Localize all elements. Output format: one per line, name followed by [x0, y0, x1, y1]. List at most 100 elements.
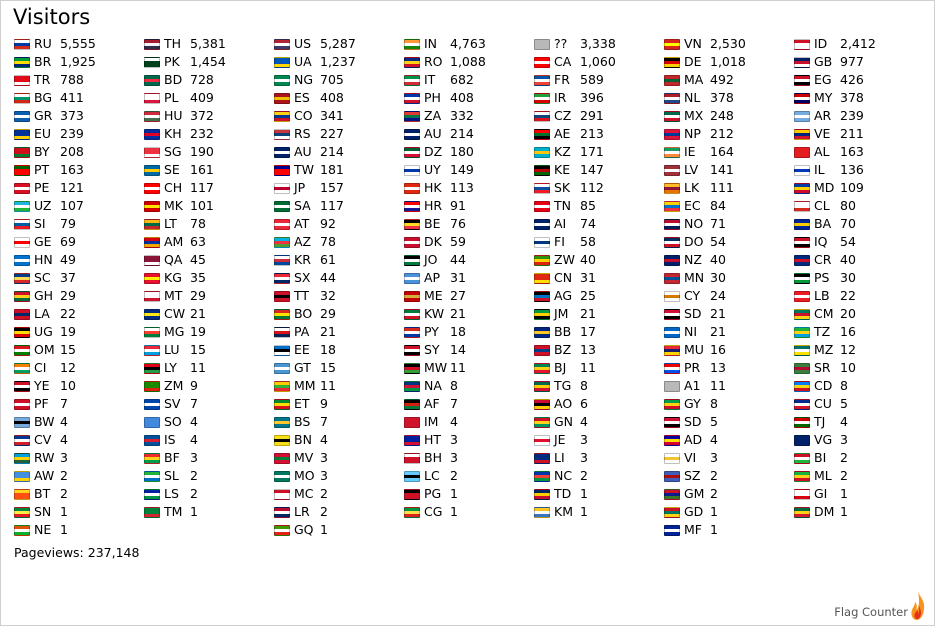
country-flag-icon	[534, 254, 550, 266]
country-flag-icon	[794, 272, 810, 284]
country-code: TJ	[814, 414, 826, 429]
country-entry: BS 7	[274, 413, 404, 431]
country-entry: GY 8	[664, 395, 794, 413]
country-flag-icon	[664, 326, 680, 338]
country-entry: LA 22	[14, 305, 144, 323]
country-flag-icon	[144, 146, 160, 158]
visitor-country-grid: RU 5,555 BR 1,925 TR 788 BG 411 GR 373 EU 239 BY 208 P…	[14, 35, 924, 539]
visitor-count: 117	[320, 198, 344, 213]
visitor-count: 2,412	[840, 36, 876, 51]
visitor-count: 6	[580, 396, 588, 411]
visitor-count: 4	[60, 414, 68, 429]
visitor-count: 40	[580, 252, 596, 267]
country-entry: BT 2	[14, 485, 144, 503]
country-code: MY	[814, 90, 833, 105]
country-flag-icon	[274, 182, 290, 194]
country-code: TD	[554, 486, 572, 501]
country-flag-icon	[794, 488, 810, 500]
country-code: PS	[814, 270, 830, 285]
country-entry: CR 40	[794, 251, 924, 269]
country-flag-icon	[404, 146, 420, 158]
country-flag-icon	[144, 380, 160, 392]
country-entry: GE 69	[14, 233, 144, 251]
visitor-count: 76	[450, 216, 466, 231]
country-code: HN	[34, 252, 53, 267]
country-flag-icon	[14, 110, 30, 122]
country-flag-icon	[404, 74, 420, 86]
country-flag-icon	[144, 326, 160, 338]
country-entry: MT 29	[144, 287, 274, 305]
country-entry: MM 11	[274, 377, 404, 395]
country-flag-icon	[14, 380, 30, 392]
country-flag-icon	[404, 290, 420, 302]
country-code: CR	[814, 252, 832, 267]
country-flag-icon	[534, 326, 550, 338]
country-code: IE	[684, 144, 696, 159]
country-code: TN	[554, 198, 571, 213]
country-flag-icon	[144, 290, 160, 302]
visitor-count: 4	[60, 432, 68, 447]
visitor-count: 35	[190, 270, 206, 285]
country-code: AP	[424, 270, 441, 285]
country-flag-icon	[404, 398, 420, 410]
visitor-count: 4,763	[450, 36, 486, 51]
country-code: ME	[424, 288, 443, 303]
country-code: ES	[294, 90, 310, 105]
visitor-count: 3	[60, 450, 68, 465]
visitor-count: 21	[710, 306, 726, 321]
visitor-count: 171	[580, 144, 604, 159]
country-flag-icon	[404, 380, 420, 392]
visitor-count: 8	[450, 378, 458, 393]
country-flag-icon	[404, 326, 420, 338]
country-code: TM	[164, 504, 183, 519]
country-code: RO	[424, 54, 443, 69]
country-code: IS	[164, 432, 176, 447]
country-code: LR	[294, 504, 310, 519]
country-code: VN	[684, 36, 702, 51]
country-entry: DK 59	[404, 233, 534, 251]
country-code: VG	[814, 432, 833, 447]
country-entry: BN 4	[274, 431, 404, 449]
visitor-count: 58	[580, 234, 596, 249]
visitor-count: 214	[320, 144, 344, 159]
country-code: EG	[814, 72, 832, 87]
country-flag-icon	[14, 344, 30, 356]
country-code: CU	[814, 396, 832, 411]
country-flag-icon	[144, 110, 160, 122]
country-entry: CD 8	[794, 377, 924, 395]
country-code: SI	[34, 216, 46, 231]
country-flag-icon	[144, 38, 160, 50]
country-code: CZ	[554, 108, 572, 123]
flag-counter-brand-link[interactable]: Flag Counter	[834, 591, 926, 621]
country-code: AE	[554, 126, 571, 141]
country-flag-icon	[14, 416, 30, 428]
country-code: IN	[424, 36, 438, 51]
visitor-count: 3,338	[580, 36, 616, 51]
country-flag-icon	[14, 524, 30, 536]
visitor-count: 163	[840, 144, 864, 159]
country-entry: TW 181	[274, 161, 404, 179]
country-flag-icon	[664, 74, 680, 86]
visitor-count: 5,381	[190, 36, 226, 51]
visitor-count: 45	[190, 252, 206, 267]
visitor-count: 8	[710, 396, 718, 411]
country-code: PG	[424, 486, 442, 501]
visitor-count: 1	[580, 486, 588, 501]
visitor-count: 136	[840, 162, 864, 177]
country-entry: BY 208	[14, 143, 144, 161]
country-entry: CU 5	[794, 395, 924, 413]
country-code: AG	[554, 288, 573, 303]
country-entry: SD 5	[664, 413, 794, 431]
visitor-count: 31	[580, 270, 596, 285]
country-flag-icon	[664, 218, 680, 230]
country-code: LI	[554, 450, 565, 465]
visitor-count: 44	[450, 252, 466, 267]
visitor-count: 4	[580, 414, 588, 429]
visitor-count: 408	[450, 90, 474, 105]
country-flag-icon	[14, 254, 30, 266]
country-entry: GI 1	[794, 485, 924, 503]
country-code: GH	[34, 288, 54, 303]
visitor-count: 3	[580, 432, 588, 447]
visitor-count: 10	[60, 378, 76, 393]
country-entry: MA 492	[664, 71, 794, 89]
